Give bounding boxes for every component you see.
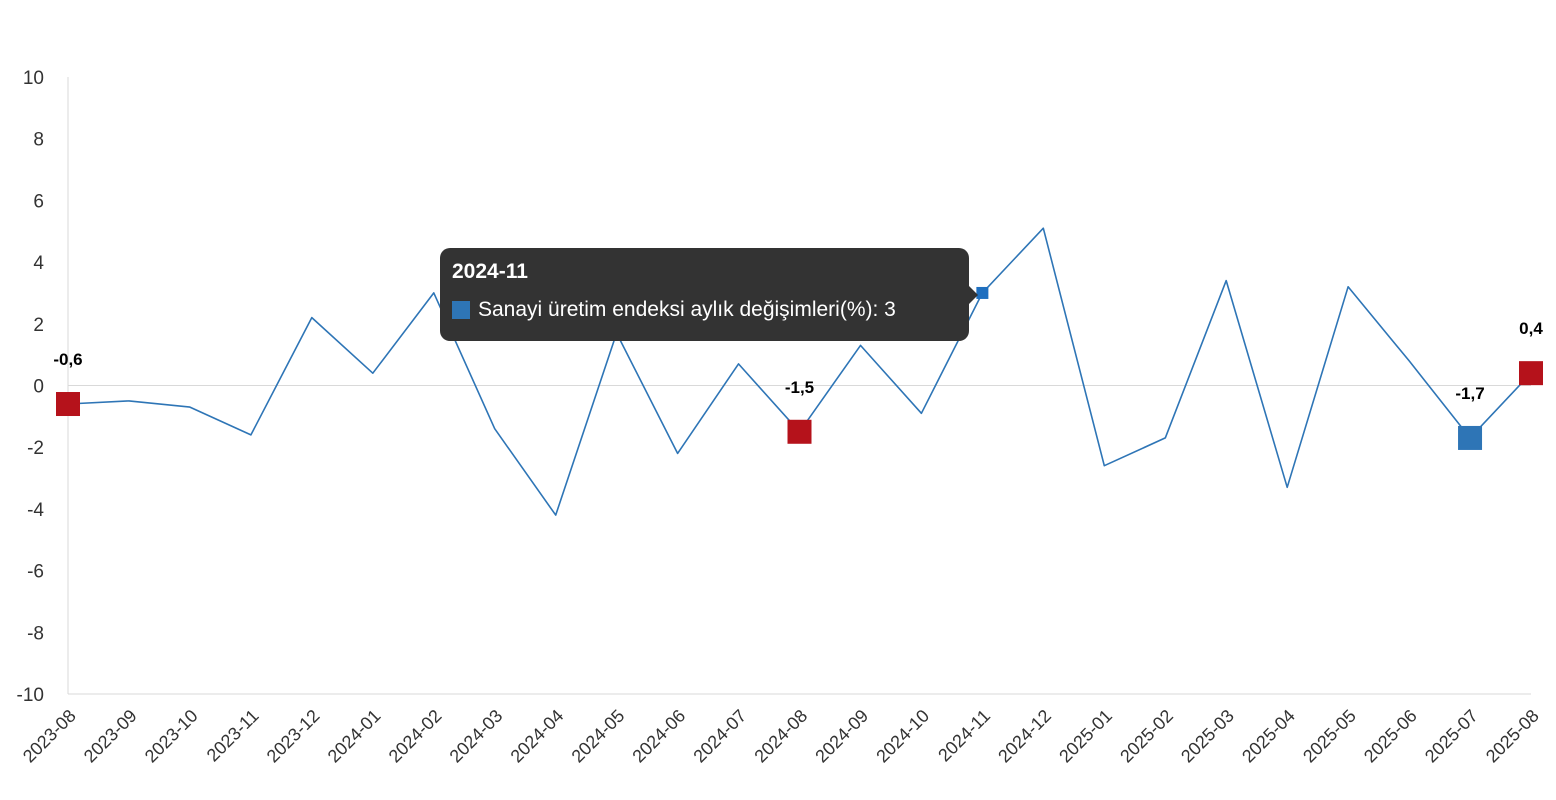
highlight-marker: [787, 419, 812, 444]
x-tick-label: 2025-02: [1116, 706, 1177, 767]
y-tick-label: -4: [27, 500, 44, 521]
x-tick-label: 2024-12: [994, 706, 1055, 767]
x-tick-label: 2024-09: [811, 706, 872, 767]
x-tick-label: 2024-07: [689, 706, 750, 767]
x-tick-label: 2023-08: [19, 706, 80, 767]
markers: [56, 286, 1543, 450]
highlight-marker: [1519, 361, 1543, 386]
x-tick-label: 2025-03: [1177, 706, 1238, 767]
y-tick-label: -2: [27, 438, 44, 459]
data-labels: -0,6 -1,5 -1,7 0,4: [53, 319, 1543, 403]
y-tick-label: 10: [23, 68, 44, 89]
tooltip-series-swatch: [452, 301, 470, 319]
y-tick-label: -6: [27, 562, 44, 583]
y-tick-label: -10: [17, 685, 44, 706]
tooltip-row: Sanayi üretim endeksi aylık değişimleri(…: [452, 298, 957, 322]
x-tick-label: 2025-06: [1360, 706, 1421, 767]
tooltip-title: 2024-11: [452, 260, 528, 283]
x-tick-label: 2024-08: [750, 706, 811, 767]
y-tick-label: 8: [33, 130, 44, 151]
highlight-marker: [56, 392, 80, 417]
data-label: -1,7: [1455, 384, 1484, 403]
y-tick-label: 4: [33, 253, 44, 274]
highlight-marker: [1458, 425, 1483, 450]
axes: [67, 77, 1531, 695]
x-tick-label: 2024-05: [568, 706, 629, 767]
x-tick-label: 2024-11: [934, 706, 994, 766]
y-tick-label: 0: [33, 377, 44, 398]
x-tick-label: 2024-03: [446, 706, 507, 767]
x-tick-label: 2024-01: [324, 706, 385, 767]
x-tick-label: 2025-05: [1299, 706, 1360, 767]
x-tick-label: 2024-10: [872, 706, 933, 767]
chart-tooltip: 2024-11 Sanayi üretim endeksi aylık deği…: [440, 248, 978, 341]
data-label: 0,4: [1519, 319, 1543, 338]
x-tick-label: 2024-02: [385, 706, 446, 767]
x-tick-label: 2025-08: [1482, 706, 1543, 767]
data-label: -1,5: [785, 378, 814, 397]
x-tick-label: 2024-04: [507, 706, 568, 767]
x-tick-label: 2023-10: [141, 706, 202, 767]
x-tick-label: 2025-04: [1238, 706, 1299, 767]
y-tick-label: 6: [33, 191, 44, 212]
x-tick-label: 2025-07: [1421, 706, 1482, 767]
x-tick-label: 2023-09: [80, 706, 141, 767]
tooltip-value: : 3: [872, 298, 896, 321]
x-tick-label: 2024-06: [628, 706, 689, 767]
y-tick-label: -8: [27, 623, 44, 644]
tooltip-series-label: Sanayi üretim endeksi aylık değişimleri(…: [478, 298, 873, 321]
x-tick-label: 2025-01: [1055, 706, 1116, 767]
data-label: -0,6: [53, 350, 82, 369]
x-tick-label: 2023-11: [203, 706, 263, 766]
y-tick-label: 2: [33, 315, 44, 336]
x-tick-label: 2023-12: [263, 706, 324, 767]
hover-point-marker[interactable]: [976, 286, 989, 299]
